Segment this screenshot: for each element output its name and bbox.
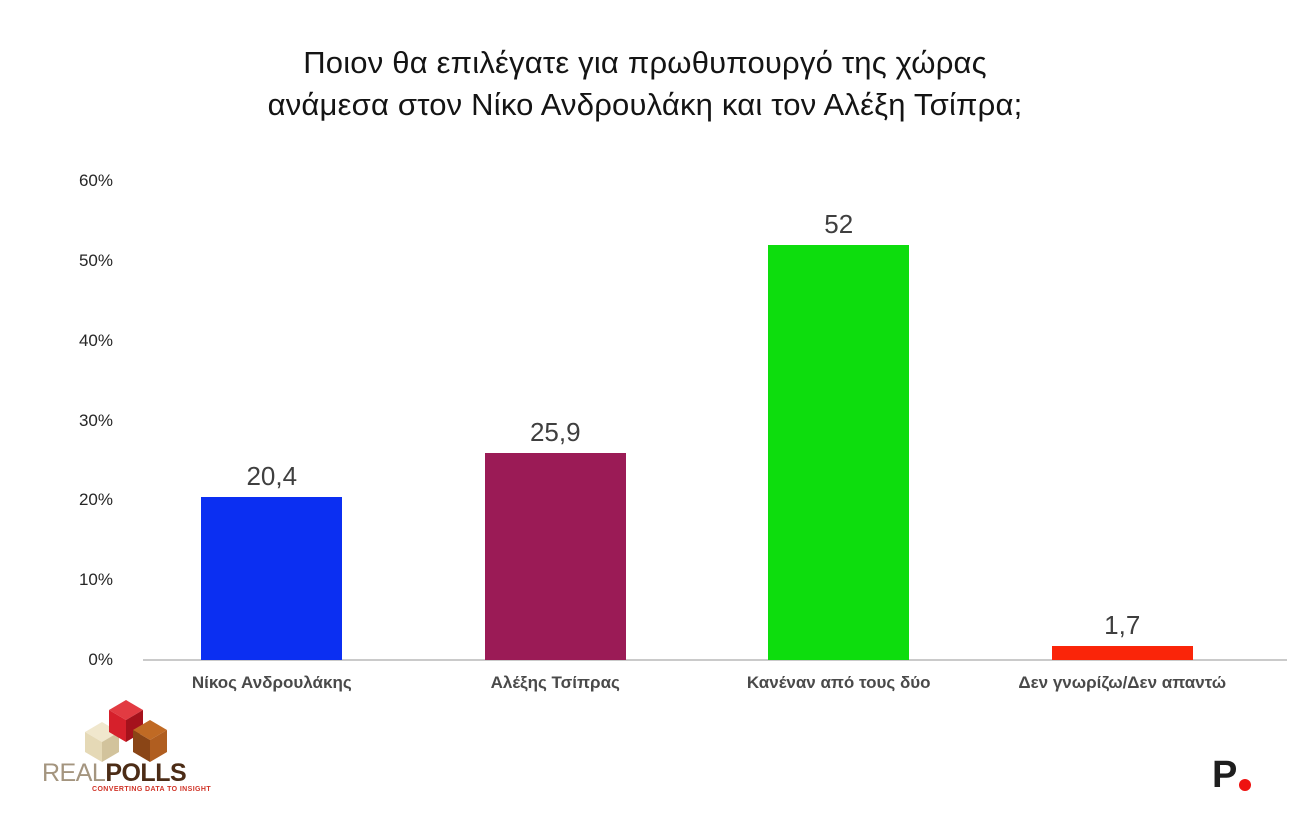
publisher-letter: P: [1212, 754, 1237, 796]
publisher-dot-icon: [1239, 779, 1252, 791]
y-axis-tick-label: 50%: [78, 250, 113, 270]
realpolls-word-polls: POLLS: [105, 759, 187, 787]
realpolls-tagline: CONVERTING DATA TO INSIGHT: [92, 786, 212, 793]
y-axis-tick-label: 10%: [78, 570, 113, 590]
chart-title: Ποιον θα επιλέγατε για πρωθυπουργό της χ…: [0, 42, 1290, 126]
chart-title-line2: ανάμεσα στον Νίκο Ανδρουλάκη και τον Αλέ…: [267, 87, 1023, 122]
bar: [768, 244, 910, 660]
bar-column: 20,4 Νίκος Ανδρουλάκης: [130, 181, 414, 692]
publisher-logo: P: [1212, 754, 1252, 796]
bar-value-label: 25,9: [529, 417, 581, 448]
y-axis: 0% 10% 20% 30% 40% 50% 60%: [0, 171, 113, 669]
plot-area: 20,4 Νίκος Ανδρουλάκης 25,9 Αλέξης Τσίπρας 5…: [130, 181, 1265, 692]
bar: [484, 453, 626, 660]
realpolls-wordmark: REALPOLLS: [42, 759, 187, 787]
realpolls-logo: REALPOLLS CONVERTING DATA TO INSIGHT: [40, 700, 220, 800]
realpolls-word-real: REAL: [42, 759, 106, 787]
category-label: Αλέξης Τσίπρας: [490, 673, 620, 692]
realpolls-cubes-icon: [85, 700, 167, 762]
category-label: Κανέναν από τους δύο: [746, 673, 931, 692]
bar-value-label: 1,7: [1104, 610, 1141, 641]
bar: [201, 497, 343, 660]
y-axis-tick-label: 30%: [78, 410, 113, 430]
bar-value-label: 52: [824, 208, 854, 239]
x-axis-line: [143, 659, 1287, 661]
bar-column: 25,9 Αλέξης Τσίπρας: [414, 181, 698, 692]
y-axis-tick-label: 0%: [88, 650, 113, 669]
bar: [1051, 646, 1193, 660]
bar-column: 52 Κανέναν από τους δύο: [697, 181, 981, 692]
bar-value-label: 20,4: [246, 461, 298, 492]
y-axis-tick-label: 20%: [78, 490, 113, 510]
category-label: Δεν γνωρίζω/Δεν απαντώ: [1018, 673, 1227, 692]
y-axis-tick-label: 40%: [78, 330, 113, 350]
bar-column: 1,7 Δεν γνωρίζω/Δεν απαντώ: [981, 181, 1265, 692]
category-label: Νίκος Ανδρουλάκης: [191, 673, 352, 692]
chart-title-line1: Ποιον θα επιλέγατε για πρωθυπουργό της χ…: [303, 45, 987, 80]
y-axis-tick-label: 60%: [78, 171, 113, 190]
